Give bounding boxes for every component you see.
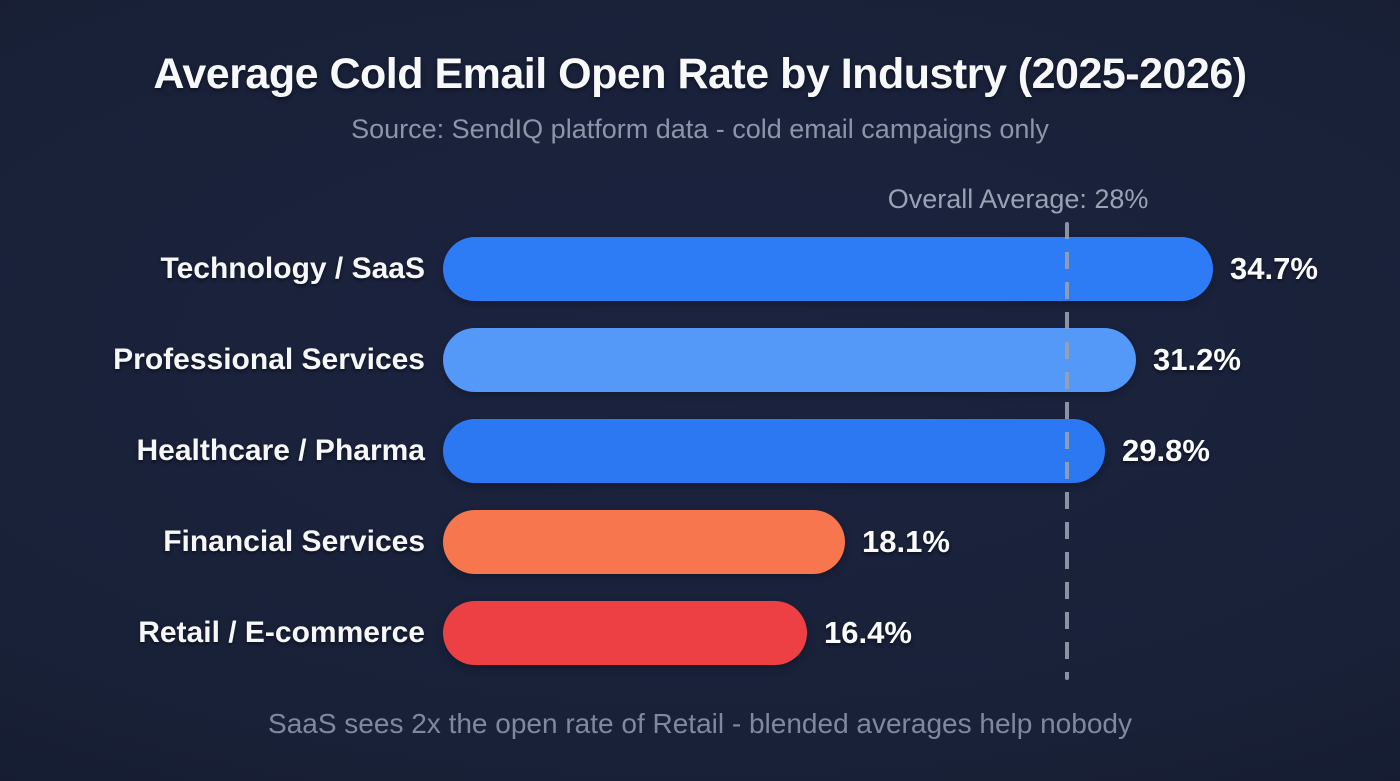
category-label: Financial Services bbox=[163, 525, 425, 558]
chart-subtitle: Source: SendIQ platform data - cold emai… bbox=[351, 114, 1049, 144]
bar-track: 29.8% bbox=[443, 419, 1400, 483]
value-label: 18.1% bbox=[862, 524, 950, 559]
bar-professional-services bbox=[443, 328, 1136, 392]
bar-track: 18.1% bbox=[443, 510, 1400, 574]
chart-annotation: SaaS sees 2x the open rate of Retail - b… bbox=[268, 708, 1132, 739]
bar-healthcare-pharma bbox=[443, 419, 1105, 483]
category-label: Professional Services bbox=[113, 343, 425, 376]
chart-row: Technology / SaaS 34.7% bbox=[0, 237, 1400, 301]
bar-track: 31.2% bbox=[443, 328, 1400, 392]
bar-track: 34.7% bbox=[443, 237, 1400, 301]
bar-financial-services bbox=[443, 510, 845, 574]
category-label: Technology / SaaS bbox=[160, 252, 425, 285]
value-label: 16.4% bbox=[824, 615, 912, 650]
chart-row: Financial Services 18.1% bbox=[0, 510, 1400, 574]
bar-technology-saas bbox=[443, 237, 1213, 301]
chart-title: Average Cold Email Open Rate by Industry… bbox=[153, 50, 1247, 98]
chart-row: Professional Services 31.2% bbox=[0, 328, 1400, 392]
average-line bbox=[1065, 222, 1069, 680]
value-label: 34.7% bbox=[1230, 251, 1318, 286]
average-label: Overall Average: 28% bbox=[887, 184, 1149, 214]
chart-row: Retail / E-commerce 16.4% bbox=[0, 601, 1400, 665]
bar-chart: Technology / SaaS 34.7% Professional Ser… bbox=[0, 237, 1400, 692]
bar-track: 16.4% bbox=[443, 601, 1400, 665]
value-label: 31.2% bbox=[1153, 342, 1241, 377]
category-label: Retail / E-commerce bbox=[138, 616, 425, 649]
bar-retail-ecommerce bbox=[443, 601, 807, 665]
value-label: 29.8% bbox=[1122, 433, 1210, 468]
category-label: Healthcare / Pharma bbox=[136, 434, 425, 467]
chart-row: Healthcare / Pharma 29.8% bbox=[0, 419, 1400, 483]
